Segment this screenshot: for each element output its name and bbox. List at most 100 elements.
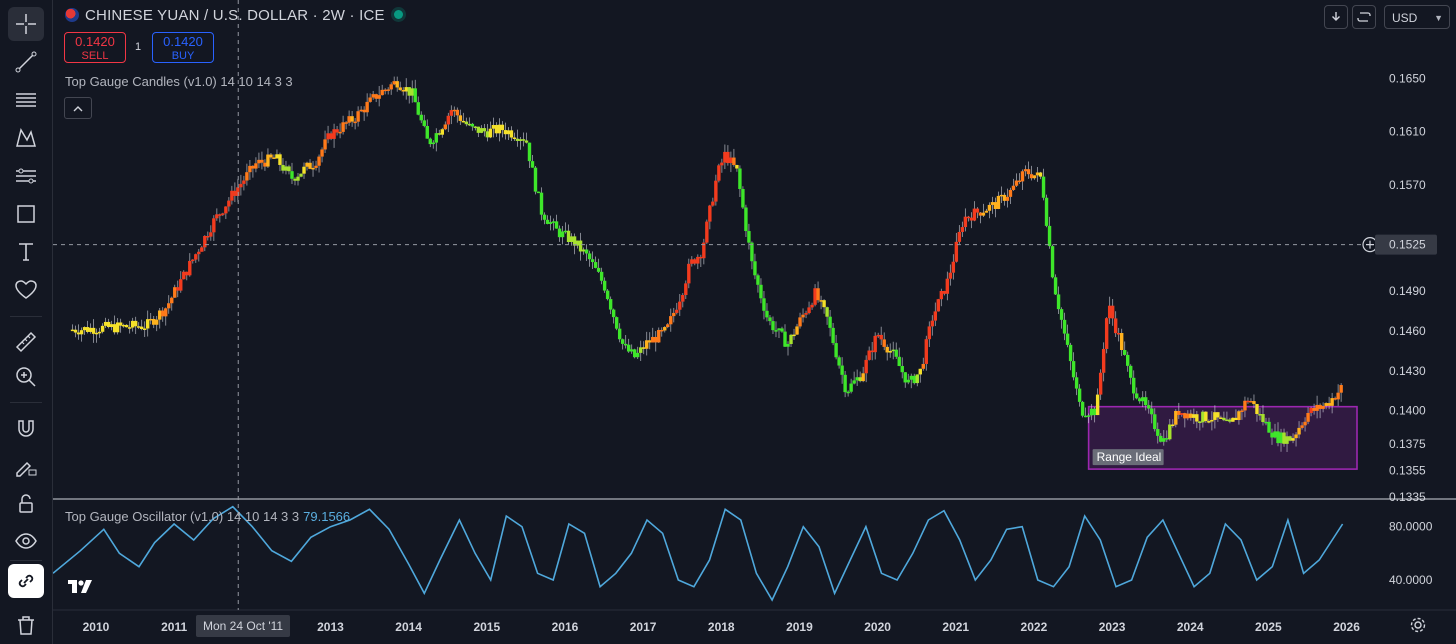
trend-line-icon[interactable] [8,45,44,79]
forecast-icon[interactable] [8,159,44,193]
candle [1294,434,1298,439]
sell-button[interactable]: 0.1420 SELL [64,32,126,63]
trash-icon[interactable] [8,608,44,642]
candle [648,340,652,343]
time-tick-label: 2018 [708,620,735,634]
candle [798,317,802,327]
candle [891,349,895,352]
chart-area[interactable]: Range Ideal 0.1650 0.1610 0.1570 0.1525 0.14… [53,0,1456,644]
candle [614,317,619,329]
candle [281,164,285,171]
time-tick-label: 2020 [864,620,891,634]
candle [1080,401,1085,416]
candle [353,121,357,124]
candle [371,94,375,98]
candle [1258,414,1262,416]
candle [1267,421,1271,433]
candle [804,313,808,315]
candle [392,81,396,85]
candle [82,327,87,331]
candle [729,157,733,164]
download-button[interactable] [1324,5,1348,29]
candle [690,259,694,264]
oscillator-indicator-label[interactable]: Top Gauge Oscillator (v1.0) 14 10 14 3 3… [65,509,350,524]
candle [560,231,565,238]
candle [1095,394,1100,416]
candle [545,219,550,224]
symbol-title[interactable]: CHINESE YUAN / U.S. DOLLAR · 2W · ICE [65,7,403,24]
settings-button[interactable] [1409,616,1427,634]
candle [608,299,613,310]
candle [747,231,751,243]
candle [278,154,282,165]
collapse-indicators-button[interactable] [64,97,92,119]
magnet-icon[interactable] [8,411,44,445]
candle [705,221,709,243]
candle [1207,421,1211,423]
candle [257,159,261,164]
xabcd-pattern-icon[interactable] [8,121,44,155]
fullscreen-button[interactable] [1352,5,1376,29]
candle [1222,417,1226,421]
candle [284,166,288,171]
lock-pencil-icon[interactable] [8,449,44,483]
candle [133,320,138,327]
candle [209,232,213,237]
candle [341,122,345,132]
candle [1144,397,1148,406]
chart-canvas[interactable]: Range Ideal 0.1650 0.1610 0.1570 0.1525 0.14… [53,0,1456,644]
lock-icon[interactable] [8,487,44,521]
candle [437,133,441,135]
candle [305,162,309,167]
crosshair-icon[interactable] [8,7,44,41]
add-alert-icon [1362,237,1378,253]
eye-icon[interactable] [8,524,44,558]
candle [915,374,919,384]
candle [906,379,910,383]
candle [1228,419,1232,422]
zoom-in-icon[interactable] [8,360,44,394]
currency-select[interactable]: USD ▼ [1384,5,1450,29]
candle [1204,411,1208,422]
fib-retracement-icon[interactable] [8,83,44,117]
candle [1074,377,1079,389]
candle [1029,174,1034,179]
candle [527,142,532,162]
crosshair-price-label-bg [1375,234,1437,255]
rectangle-icon[interactable] [8,197,44,231]
heart-icon[interactable] [8,273,44,307]
tradingview-logo[interactable] [66,577,98,600]
toolbar-divider [10,560,42,561]
candle [795,326,799,335]
candle [867,350,871,360]
buy-price: 0.1420 [163,34,203,49]
candles-indicator-label[interactable]: Top Gauge Candles (v1.0) 14 10 14 3 3 [65,74,293,89]
candle [356,111,360,122]
candle [1068,344,1073,362]
candle [852,380,856,384]
text-icon[interactable] [8,235,44,269]
candle [584,249,589,254]
candle [149,318,153,321]
candle [639,347,643,353]
buy-button[interactable]: 0.1420 BUY [152,32,214,63]
candle [912,375,916,384]
ruler-icon[interactable] [8,325,44,359]
candle [1098,372,1103,395]
link-icon[interactable] [8,564,44,598]
fullscreen-icon [1357,12,1371,22]
candle [951,261,956,273]
candle [1330,398,1334,406]
candle [173,287,177,298]
candle [1339,385,1343,393]
candle [873,335,877,353]
candle [419,114,423,121]
price-tick-label: 0.1490 [1389,284,1426,298]
candle [581,249,586,252]
candle [996,195,1001,209]
candle [488,128,493,138]
candle [780,328,784,332]
time-tick-label: 2014 [395,620,422,634]
candle [602,280,607,291]
candle [290,171,294,179]
